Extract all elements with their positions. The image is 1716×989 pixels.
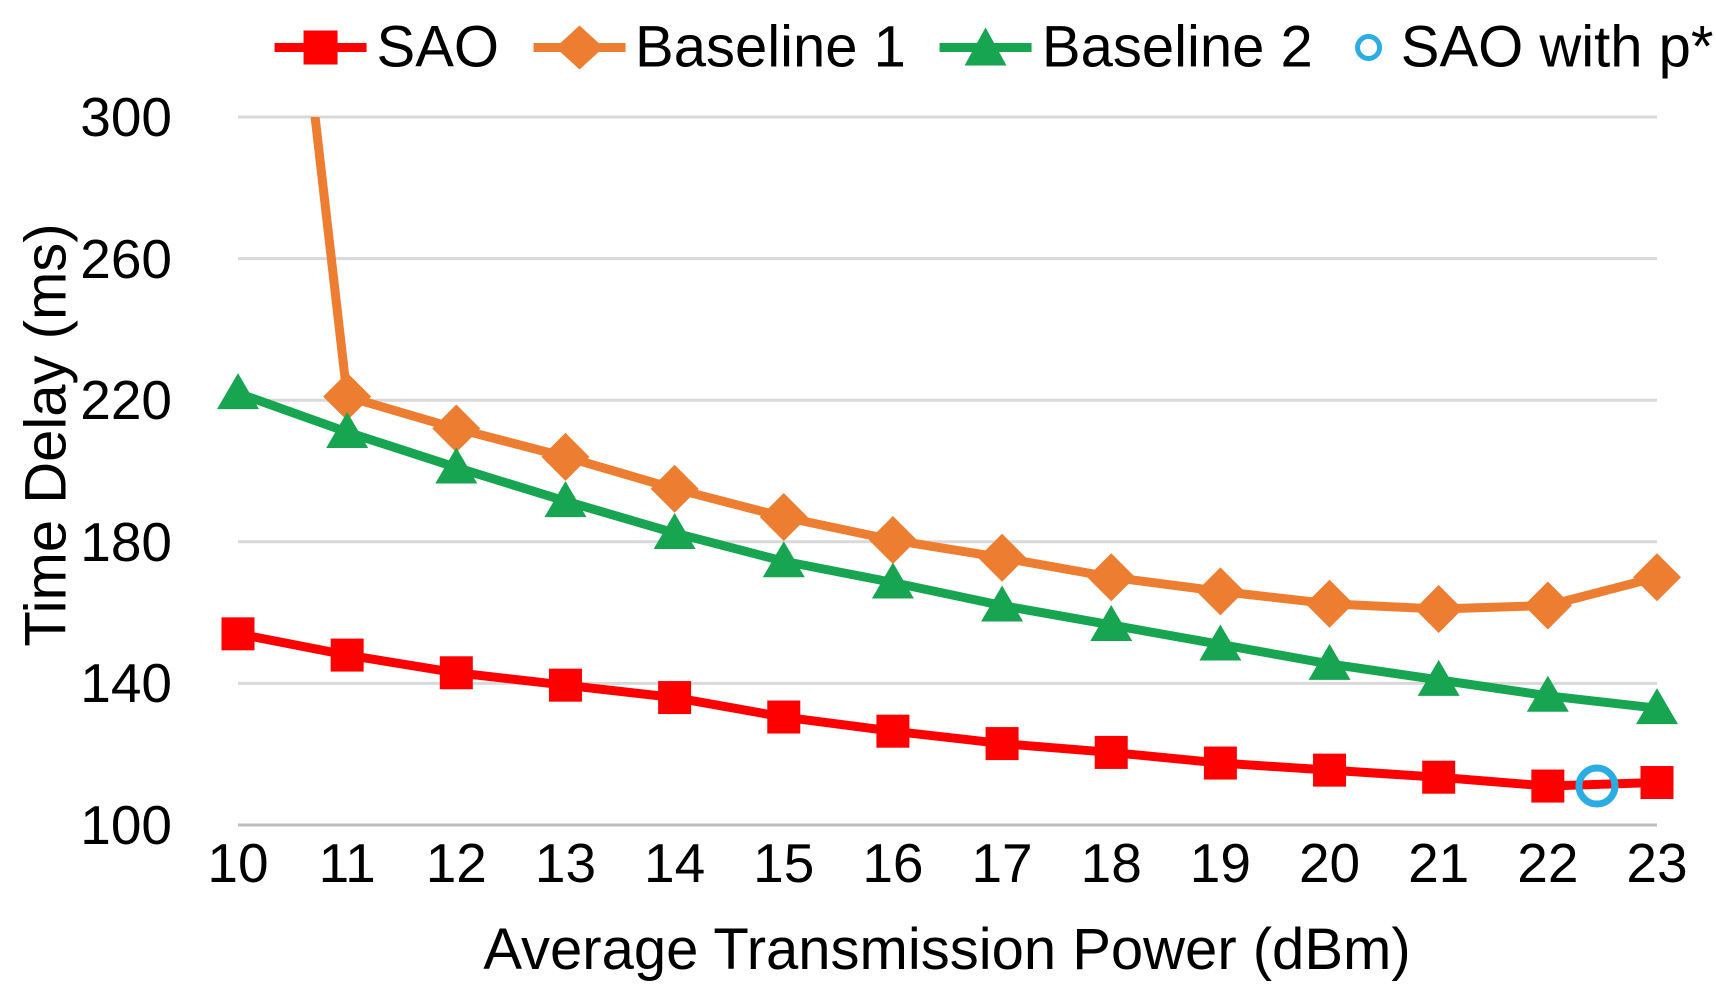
marker-square bbox=[1094, 735, 1128, 769]
marker-triangle bbox=[1636, 688, 1678, 725]
y-tick-label: 300 bbox=[80, 86, 172, 148]
marker-square bbox=[1313, 753, 1347, 787]
legend-item-baseline2: Baseline 2 bbox=[939, 14, 1313, 81]
x-tick-label: 23 bbox=[1626, 832, 1688, 894]
marker-square bbox=[221, 617, 255, 651]
legend-label-sao: SAO bbox=[376, 14, 500, 80]
marker-square bbox=[548, 668, 582, 702]
x-tick-label: 13 bbox=[534, 832, 597, 894]
marker-diamond bbox=[650, 464, 699, 513]
marker-diamond bbox=[868, 516, 917, 565]
x-tick-label: 21 bbox=[1408, 832, 1470, 894]
marker-triangle bbox=[435, 447, 478, 484]
x-tick-label: 10 bbox=[207, 832, 269, 894]
x-tick-label: 11 bbox=[318, 832, 376, 894]
x-tick-label: 22 bbox=[1517, 832, 1579, 894]
y-tick-label: 260 bbox=[80, 227, 172, 290]
marker-diamond bbox=[1414, 585, 1463, 634]
x-tick-label: 19 bbox=[1189, 832, 1251, 894]
chart-legend: SAO Baseline 1 Baseline 2 SAO with p* bbox=[274, 14, 1714, 81]
x-tick-label: 14 bbox=[644, 832, 706, 894]
x-tick-label: 20 bbox=[1298, 832, 1361, 894]
y-tick-label: 180 bbox=[80, 510, 172, 573]
marker-diamond bbox=[1305, 579, 1354, 628]
marker-square bbox=[767, 700, 801, 734]
series-line-sao bbox=[237, 629, 1658, 791]
square-marker-icon bbox=[274, 30, 367, 64]
marker-square bbox=[985, 727, 1019, 761]
marker-triangle bbox=[981, 585, 1024, 622]
series-line-baseline-2 bbox=[236, 388, 1658, 713]
x-tick-label: 16 bbox=[862, 832, 924, 894]
marker-square bbox=[1640, 766, 1674, 800]
marker-square bbox=[439, 656, 473, 690]
marker-diamond bbox=[323, 372, 372, 421]
marker-triangle bbox=[871, 562, 914, 599]
marker-diamond bbox=[541, 432, 590, 481]
x-tick-label: 18 bbox=[1080, 832, 1142, 894]
marker-triangle bbox=[762, 541, 805, 578]
triangle-marker-icon bbox=[939, 27, 1032, 65]
marker-triangle bbox=[1090, 604, 1133, 641]
marker-diamond bbox=[1523, 581, 1572, 630]
marker-diamond bbox=[1633, 553, 1681, 602]
x-tick-label: 17 bbox=[971, 832, 1033, 894]
marker-triangle bbox=[1199, 624, 1242, 661]
marker-triangle bbox=[326, 412, 369, 449]
marker-triangle bbox=[544, 481, 587, 518]
legend-label-baseline2: Baseline 2 bbox=[1041, 14, 1313, 80]
marker-triangle bbox=[217, 373, 259, 410]
marker-diamond bbox=[1196, 567, 1245, 616]
marker-triangle bbox=[1417, 659, 1460, 696]
marker-diamond bbox=[1087, 553, 1136, 602]
marker-square bbox=[876, 714, 910, 748]
diamond-marker-icon bbox=[533, 25, 626, 69]
series-line-baseline-1 bbox=[310, 117, 1659, 614]
legend-label-baseline1: Baseline 1 bbox=[635, 14, 906, 80]
marker-square bbox=[1203, 746, 1237, 780]
legend-label-sao-with-pstar: SAO with p* bbox=[1400, 14, 1714, 80]
marker-triangle bbox=[1526, 675, 1569, 712]
plot-area bbox=[217, 115, 1681, 827]
x-tick-label: 15 bbox=[753, 832, 815, 894]
x-tick-label: 12 bbox=[425, 832, 487, 894]
marker-open-circle bbox=[1575, 764, 1619, 808]
y-tick-label: 140 bbox=[80, 652, 172, 715]
legend-item-baseline1: Baseline 1 bbox=[533, 14, 906, 81]
y-tick-label: 220 bbox=[80, 369, 172, 432]
legend-item-sao-with-pstar: SAO with p* bbox=[1347, 14, 1714, 81]
marker-triangle bbox=[653, 512, 696, 549]
marker-square bbox=[1531, 769, 1565, 803]
marker-diamond bbox=[432, 404, 481, 453]
legend-item-sao: SAO bbox=[274, 14, 500, 81]
marker-triangle bbox=[1308, 643, 1351, 680]
marker-diamond bbox=[978, 533, 1027, 582]
marker-diamond bbox=[759, 493, 808, 542]
marker-square bbox=[1422, 760, 1456, 794]
marker-square bbox=[330, 638, 364, 672]
y-tick-label: 100 bbox=[80, 794, 172, 856]
open-circle-marker-icon bbox=[1355, 33, 1383, 61]
marker-square bbox=[658, 681, 692, 715]
x-axis-title: Average Transmission Power (dBm) bbox=[483, 917, 1411, 982]
